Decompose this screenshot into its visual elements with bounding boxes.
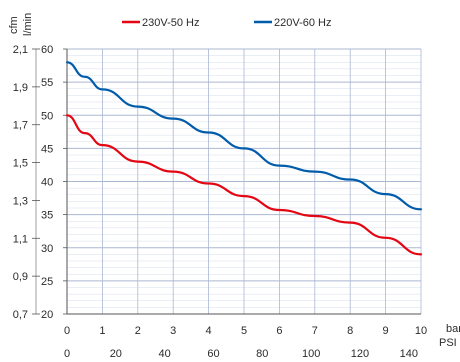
y-inner-tick-label: 30 xyxy=(41,243,53,255)
y-outer-tick-label: 2,1 xyxy=(13,44,28,56)
y-outer-tick-label: 0,9 xyxy=(13,271,28,283)
x-psi-tick-label: 80 xyxy=(256,348,268,360)
x-bar-tick-label: 7 xyxy=(312,325,318,337)
x-bar-tick-label: 8 xyxy=(347,325,353,337)
x-psi-tick-label: 20 xyxy=(110,348,122,360)
y-inner-tick-label: 40 xyxy=(41,177,53,189)
x-bar-tick-label: 1 xyxy=(99,325,105,337)
x-bar-tick-label: 0 xyxy=(64,325,70,337)
series-line-1 xyxy=(65,61,423,211)
y-inner-tick-label: 45 xyxy=(41,143,53,155)
x-bar-tick-label: 10 xyxy=(415,325,427,337)
y-inner-tick-label: 20 xyxy=(41,309,53,321)
y-outer-tick-label: 1,9 xyxy=(13,82,28,94)
legend-label: 230V-50 Hz xyxy=(142,17,199,29)
y-outer-tick-label: 1,1 xyxy=(13,233,28,245)
y-inner-unit-label: l/min xyxy=(22,13,34,36)
x-bar-tick-label: 3 xyxy=(170,325,176,337)
y-outer-tick-label: 1,3 xyxy=(13,195,28,207)
x-bar-tick-label: 2 xyxy=(135,325,141,337)
x-psi-tick-label: 0 xyxy=(64,348,70,360)
legend: 230V-50 Hz 220V-60 Hz xyxy=(122,17,331,29)
x-psi-tick-label: 100 xyxy=(302,348,320,360)
x-axis-label-bar: bar xyxy=(446,323,460,335)
x-bar-tick-label: 6 xyxy=(276,325,282,337)
x-bar-tick-label: 9 xyxy=(383,325,389,337)
x-axis-label-psi: PSI xyxy=(439,337,457,349)
y-inner-tick-label: 55 xyxy=(41,77,53,89)
grid xyxy=(66,48,422,315)
x-psi-tick-label: 40 xyxy=(159,348,171,360)
x-bar-tick-label: 5 xyxy=(241,325,247,337)
y-inner-tick-label: 25 xyxy=(41,276,53,288)
y-inner-tick-label: 50 xyxy=(41,110,53,122)
legend-label: 220V-60 Hz xyxy=(274,17,331,29)
y-outer-tick-label: 0,7 xyxy=(13,309,28,321)
y-inner-tick-label: 35 xyxy=(41,210,53,222)
x-psi-tick-label: 120 xyxy=(351,348,369,360)
series-lines xyxy=(65,61,423,256)
x-psi-tick-label: 140 xyxy=(400,348,418,360)
series-line-0 xyxy=(65,114,423,256)
y-outer-tick-label: 1,5 xyxy=(13,158,28,170)
axes: 2025303540455055600,70,91,11,31,51,71,92… xyxy=(13,44,427,360)
y-outer-tick-label: 1,7 xyxy=(13,120,28,132)
x-psi-tick-label: 60 xyxy=(207,348,219,360)
y-inner-tick-label: 60 xyxy=(41,44,53,56)
y-outer-unit-label: cfm xyxy=(8,16,20,34)
x-bar-tick-label: 4 xyxy=(206,325,212,337)
